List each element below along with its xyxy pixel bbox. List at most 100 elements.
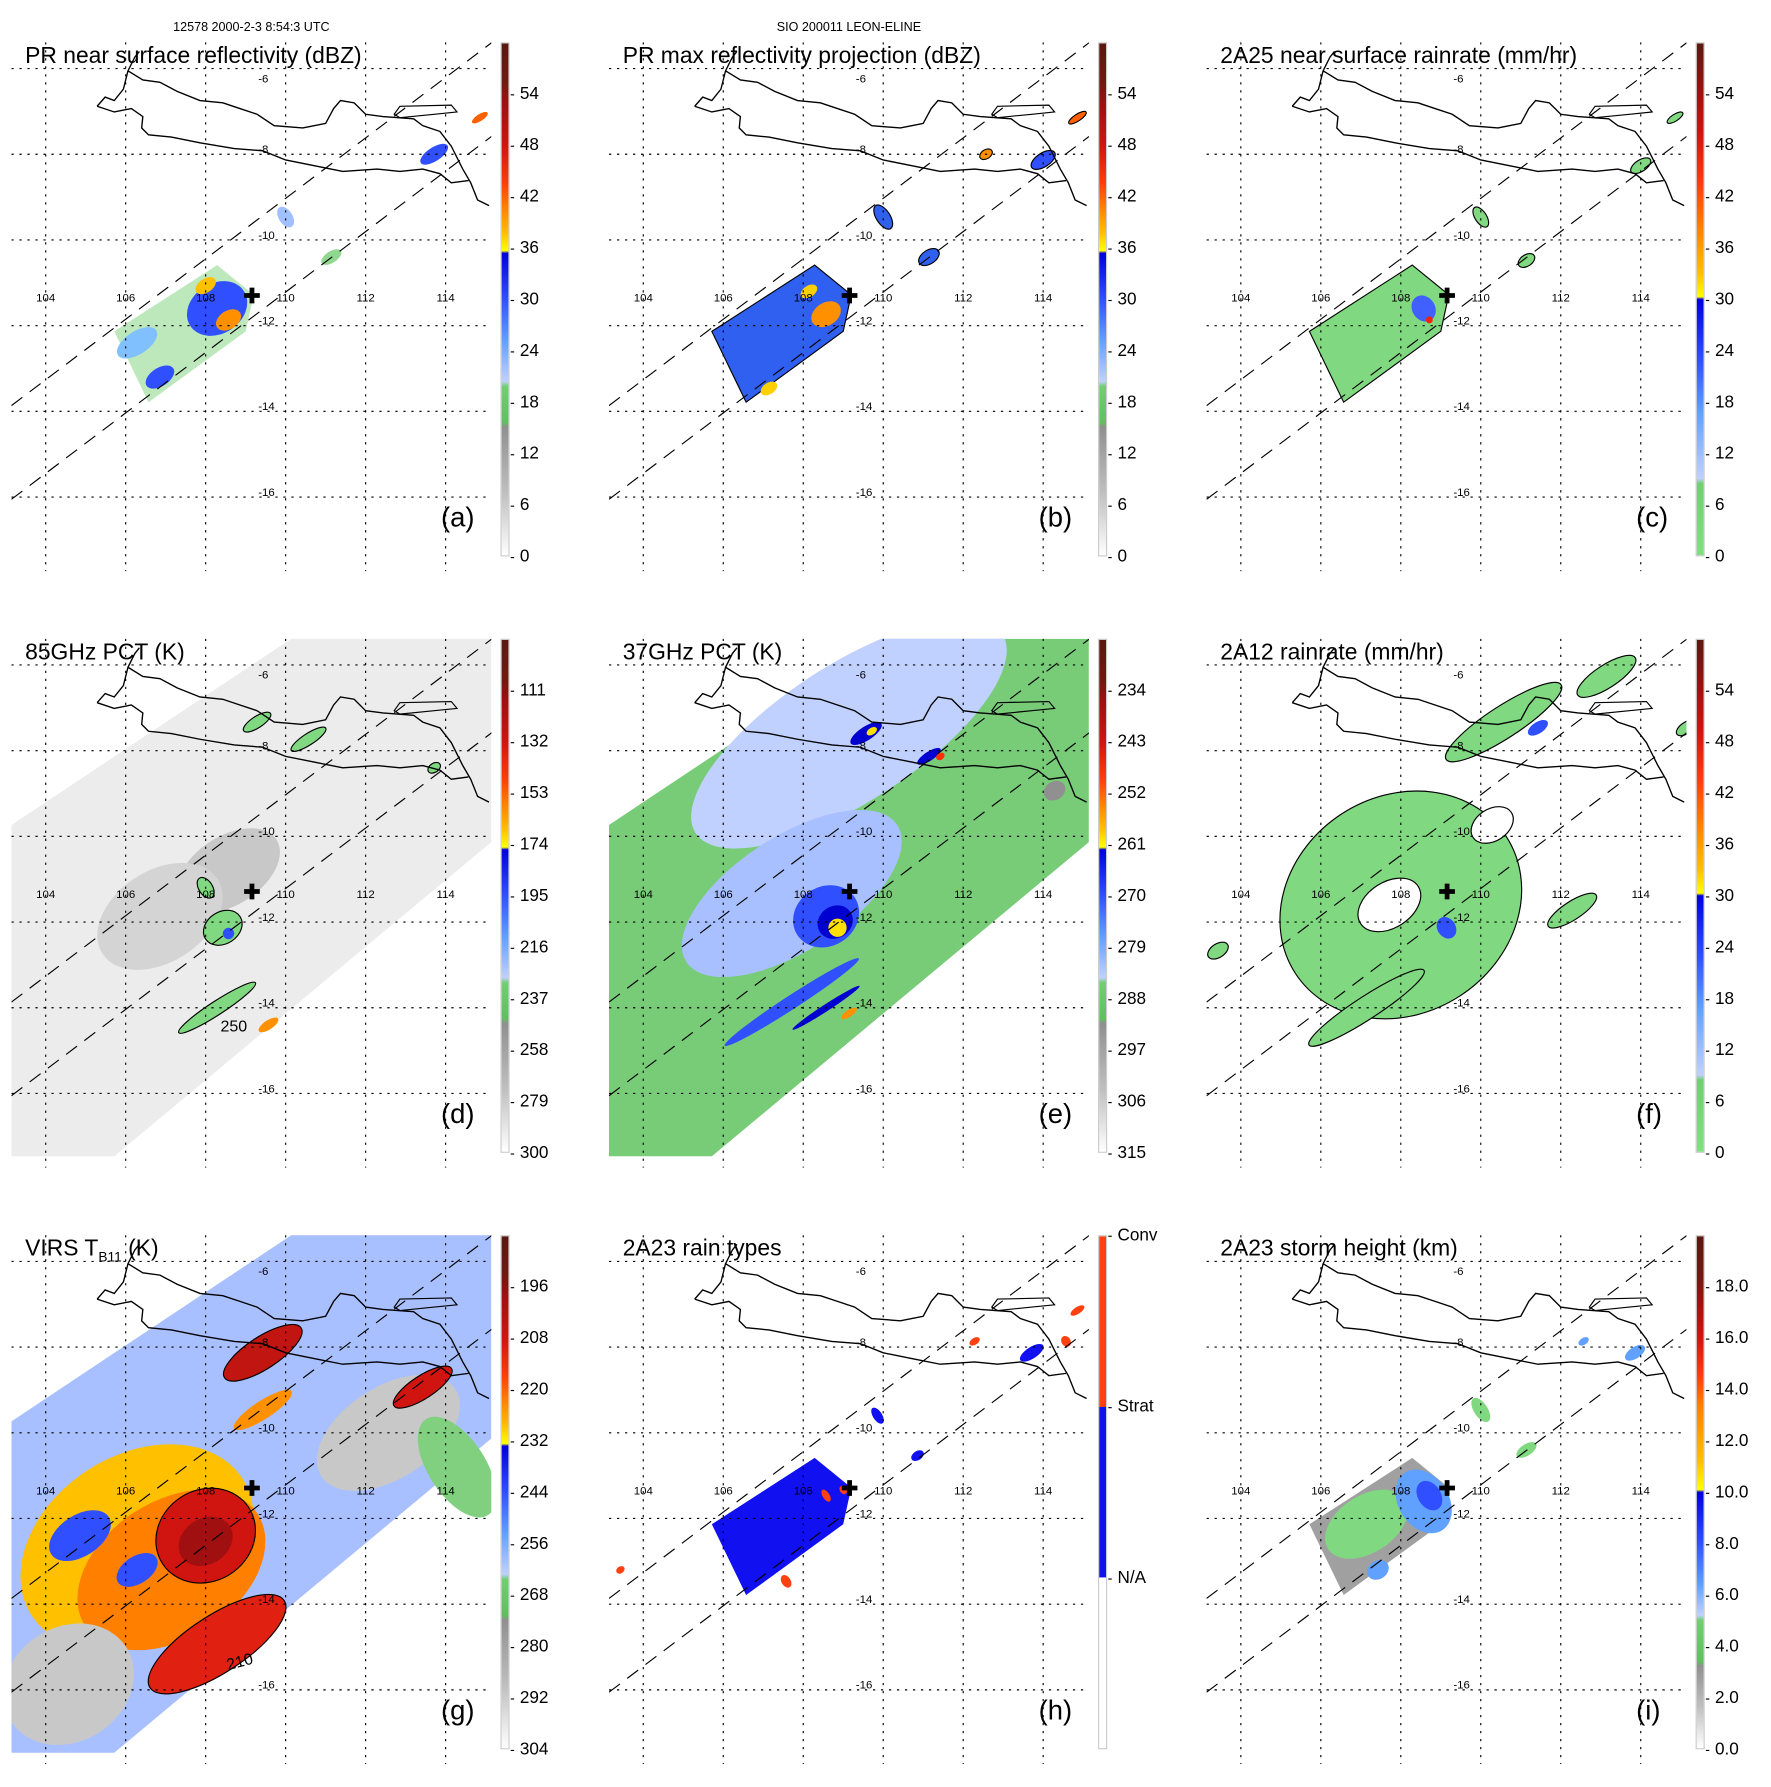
panel-title: 85GHz PCT (K): [25, 639, 185, 665]
map-plot: [1206, 638, 1687, 1168]
coastline: [1292, 105, 1664, 184]
colorbar-tick-label: 48: [510, 135, 539, 155]
coastline: [694, 1243, 1087, 1400]
colorbar-tick-label: 36: [1706, 834, 1735, 855]
lat-label: -16: [855, 486, 873, 500]
lat-label: -14: [1453, 1593, 1470, 1607]
colorbar-tick-label: 42: [1706, 783, 1735, 803]
lat-label: -6: [1453, 669, 1464, 683]
lon-label: 114: [436, 292, 455, 306]
coastline-madura: [393, 700, 459, 715]
swath-edge-lower: [11, 1328, 492, 1693]
lon-label: 110: [276, 292, 295, 306]
lat-label: -12: [855, 1508, 873, 1521]
lon-label: 114: [1631, 1485, 1650, 1498]
lat-label: -6: [855, 669, 866, 683]
colorbar-tick-label: Conv: [1108, 1225, 1158, 1245]
lat-label: -14: [855, 401, 873, 414]
data-field: [608, 638, 1089, 1157]
colorbar-tick-label: 0: [1705, 546, 1725, 567]
panel-d: 104 106 108 110 112 114 -6 -8 -10 -12 -14 -16 ✚ 85GHz…: [0, 596, 594, 1190]
colorbar-tick-label: 280: [510, 1636, 549, 1657]
panel-title: 2A23 storm height (km): [1220, 1236, 1458, 1262]
storm-center-marker: ✚: [840, 284, 859, 308]
panel-title: 37GHz PCT (K): [622, 639, 783, 665]
colorbar-tick-label: 42: [510, 186, 539, 207]
coastline: [694, 105, 1067, 184]
lon-label: 104: [36, 1485, 56, 1498]
storm-center-marker: ✚: [1438, 880, 1456, 904]
map-plot: [11, 1235, 492, 1765]
lon-label: 112: [954, 888, 973, 902]
lon-label: 104: [1231, 1485, 1251, 1498]
colorbar-tick-label: 306: [1108, 1091, 1147, 1112]
lon-label: 112: [1551, 1485, 1570, 1498]
lon-label: 114: [1034, 1485, 1053, 1498]
lon-label: 106: [713, 292, 733, 306]
colorbar: [1098, 1235, 1108, 1750]
colorbar-tick-label: 48: [1706, 135, 1735, 155]
coastline: [96, 1298, 469, 1377]
storm-center-marker: ✚: [243, 284, 261, 308]
lat-label: -16: [855, 1679, 873, 1693]
lon-label: 106: [713, 888, 733, 902]
coastline: [1291, 647, 1685, 803]
panel-letter: (g): [441, 1695, 475, 1727]
swath-edge-lower: [608, 135, 1089, 500]
lat-label: -14: [855, 997, 873, 1011]
coastline: [1292, 1298, 1664, 1377]
lon-label: 106: [1311, 292, 1331, 306]
colorbar-tick-label: 0: [510, 546, 530, 567]
lon-label: 106: [116, 888, 136, 902]
lat-label: -16: [258, 486, 275, 500]
lat-label: -14: [258, 997, 275, 1011]
coastline-madura: [1588, 700, 1654, 715]
colorbar-tick-label: 237: [510, 988, 549, 1009]
coastline-madura: [990, 104, 1056, 119]
colorbar: [500, 42, 510, 557]
colorbar-tick-label: 174: [510, 834, 549, 855]
colorbar-tick-label: 2.0: [1705, 1688, 1739, 1708]
lon-label: 114: [1631, 888, 1650, 902]
storm-center-marker: ✚: [243, 880, 261, 904]
panel-title: VIRS TB11 (K): [25, 1236, 159, 1265]
lat-label: -12: [258, 1508, 275, 1521]
lat-label: -16: [1453, 1083, 1470, 1096]
panel-a: 104 106 108 110 112 114 -6 -8 -10 -12 -14 -16 ✚ PR ne…: [0, 0, 594, 594]
lat-label: -6: [855, 1265, 866, 1279]
colorbar-tick-label: 0.0: [1705, 1739, 1739, 1760]
lat-label: -12: [1453, 911, 1470, 925]
lat-label: -8: [1453, 143, 1464, 157]
lat-label: -6: [855, 73, 866, 86]
lat-label: -8: [1453, 740, 1464, 753]
lat-label: -6: [1453, 1265, 1464, 1279]
panel-c: 104 106 108 110 112 114 -6 -8 -10 -12 -14 -16 ✚ 2A25 …: [1195, 0, 1771, 594]
lon-label: 104: [36, 888, 56, 902]
colorbar-tick-label: 132: [510, 731, 549, 752]
colorbar-tick-label: 16.0: [1705, 1328, 1749, 1348]
colorbar: [1695, 638, 1705, 1153]
storm-center-marker: ✚: [840, 1477, 859, 1501]
colorbar-tick-label: 54: [1108, 83, 1137, 104]
colorbar-tick-label: 196: [510, 1276, 549, 1297]
coastline: [694, 50, 1087, 207]
lat-label: -8: [855, 143, 866, 157]
storm-center-marker: ✚: [840, 880, 859, 904]
storm-center-marker: ✚: [1438, 284, 1456, 308]
coastline-madura: [393, 1297, 459, 1312]
lon-label: 108: [793, 888, 813, 902]
lat-label: -12: [258, 315, 275, 328]
data-field: [1309, 1337, 1646, 1596]
lon-label: 108: [196, 1485, 216, 1498]
colorbar-tick-label: 30: [1706, 289, 1735, 310]
panel-f: 104 106 108 110 112 114 -6 -8 -10 -12 -14 -16 ✚ 2A12 …: [1195, 596, 1771, 1190]
coastline-madura: [990, 1297, 1056, 1312]
colorbar-tick-label: 36: [1706, 238, 1735, 258]
map-plot: [11, 638, 492, 1168]
lon-label: 104: [1231, 888, 1251, 902]
colorbar-tick-label: 232: [510, 1431, 549, 1451]
lon-label: 108: [793, 1485, 813, 1498]
colorbar-tick-label: 6: [1107, 495, 1127, 515]
panel-title: PR max reflectivity projection (dBZ): [622, 43, 981, 69]
